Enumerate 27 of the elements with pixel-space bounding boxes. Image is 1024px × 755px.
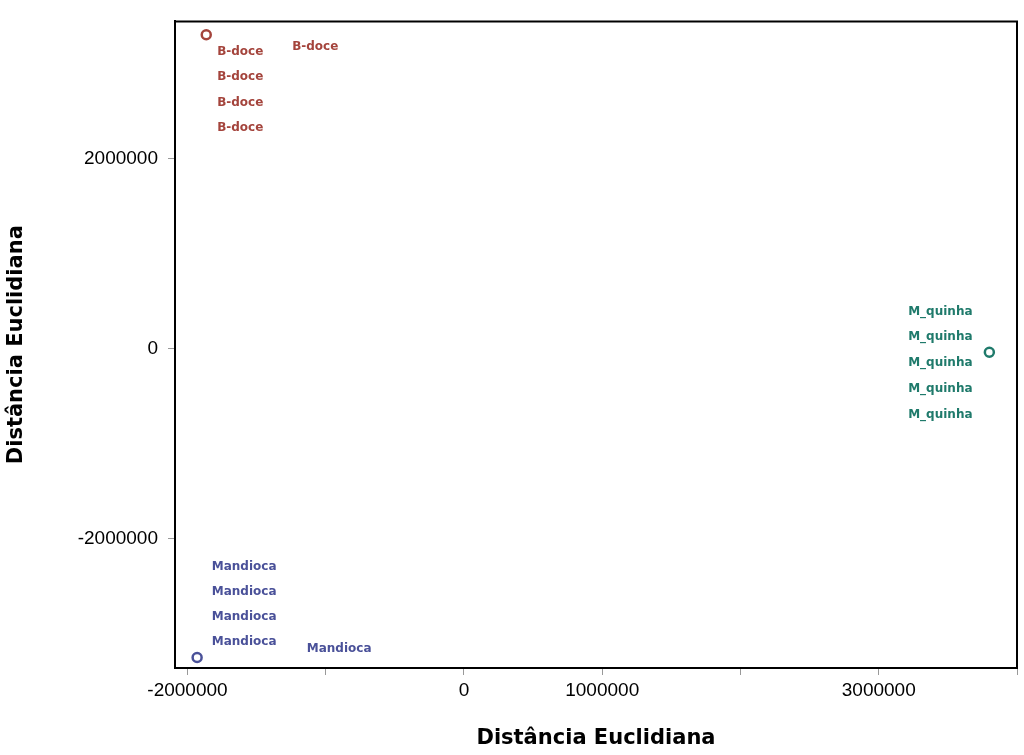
- annotation: Mandioca: [211, 633, 277, 648]
- point: [200, 28, 212, 41]
- annotation: Mandioca: [211, 558, 277, 573]
- y-tick-label: 2000000: [84, 146, 158, 168]
- annotation: B-doce: [217, 43, 264, 58]
- x-tick-label: 3000000: [841, 678, 916, 700]
- x-axis-title: Distância Euclidiana: [476, 724, 716, 749]
- x-tick-label: 1000000: [565, 678, 640, 700]
- annotation: B-doce: [292, 38, 339, 53]
- y-tick-label: 0: [147, 336, 158, 358]
- y-axis-title: Distância Euclidiana: [3, 225, 28, 465]
- annotation: Mandioca: [306, 640, 372, 655]
- annotation: B-doce: [217, 119, 264, 134]
- y-tick-label: -2000000: [77, 526, 158, 548]
- annotation: M_quinha: [908, 355, 973, 371]
- annotation: M_quinha: [908, 329, 973, 345]
- annotation: B-doce: [217, 94, 264, 109]
- annotation: B-doce: [217, 68, 264, 83]
- annotation: M_quinha: [908, 304, 973, 320]
- x-tick-label: 0: [458, 678, 470, 700]
- x-tick-label: -2000000: [147, 678, 228, 700]
- annotation: Mandioca: [211, 608, 277, 623]
- point: [983, 346, 996, 359]
- annotation: M_quinha: [908, 407, 973, 423]
- annotation: M_quinha: [908, 381, 973, 397]
- annotation: Mandioca: [211, 583, 277, 598]
- point: [191, 651, 203, 664]
